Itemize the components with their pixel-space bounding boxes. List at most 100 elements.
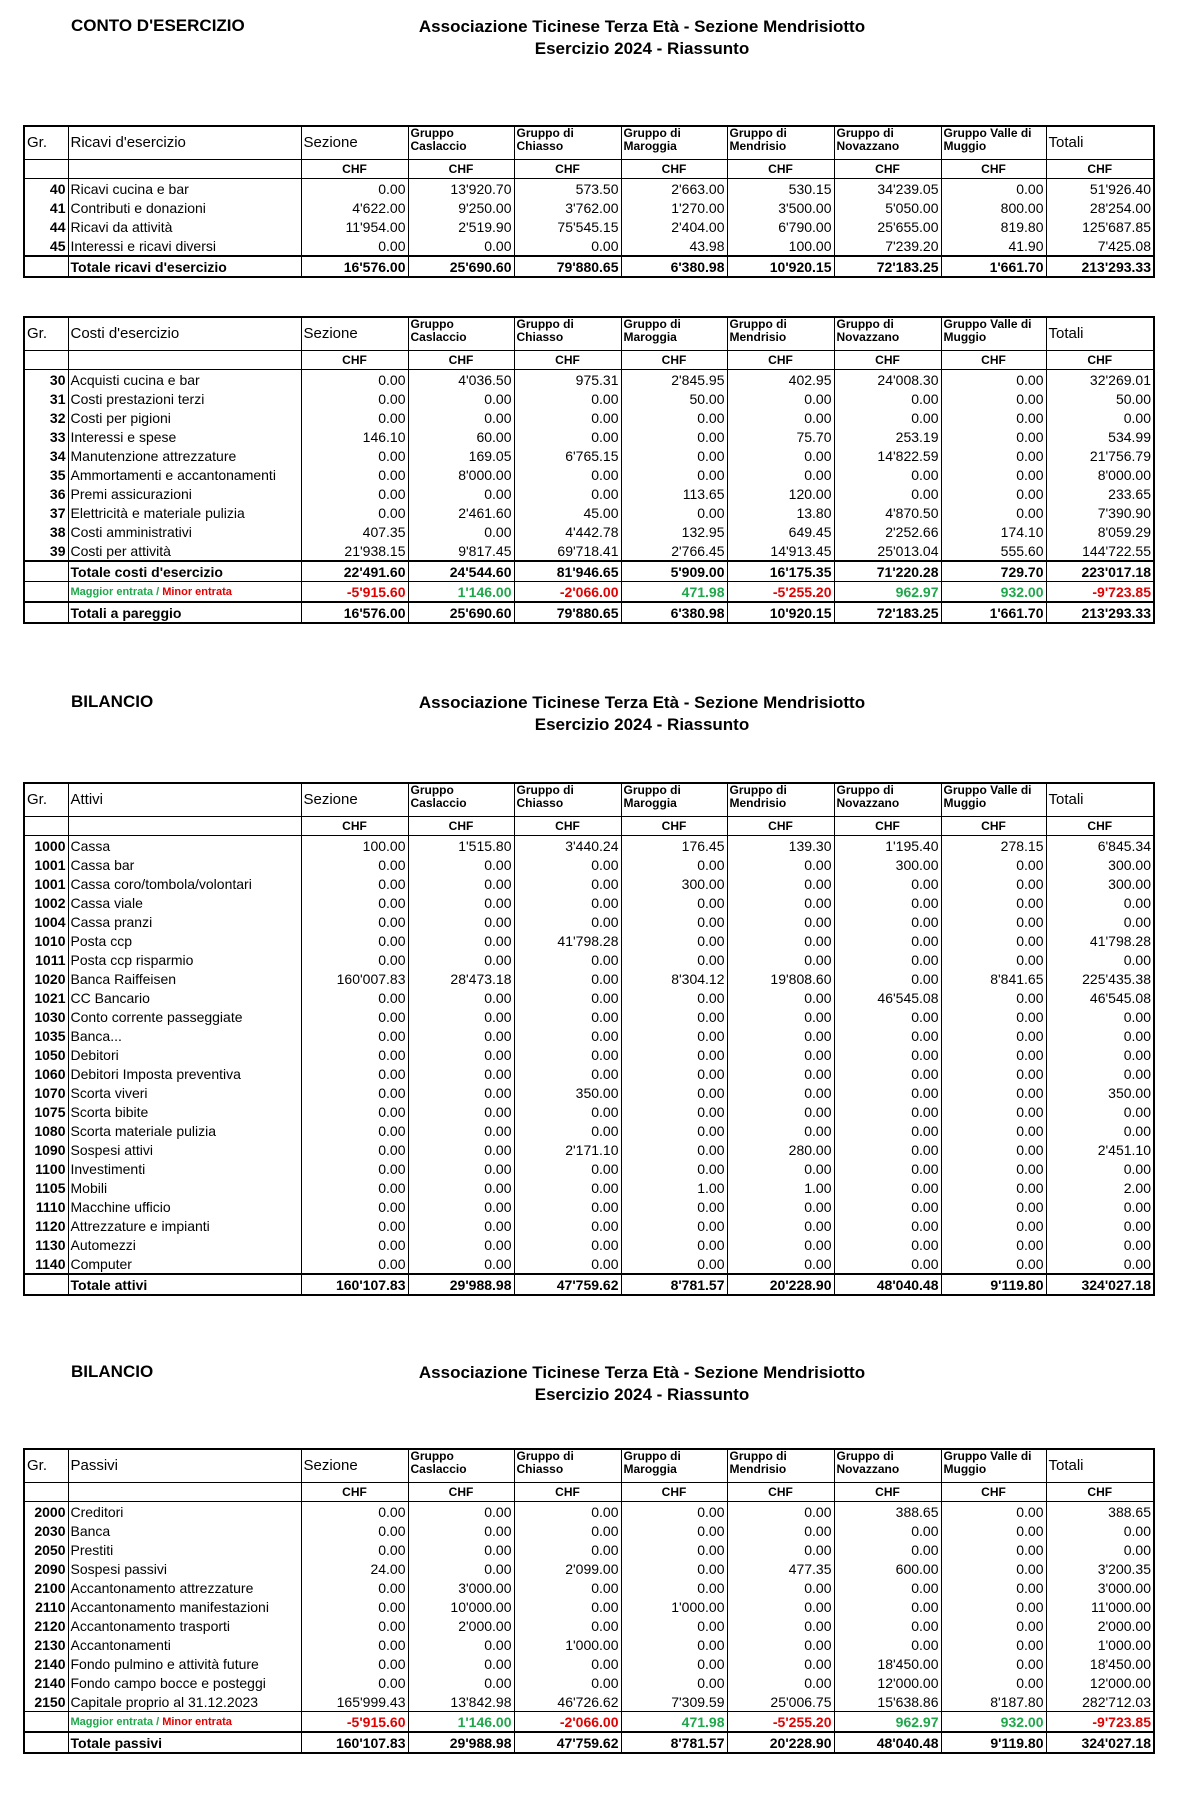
amount: 0.00: [300, 1673, 409, 1692]
amount: 0.00: [940, 1178, 1047, 1197]
amount: 0.00: [407, 484, 515, 503]
account-number: 30: [23, 369, 69, 389]
header-cell: Gr.: [23, 783, 69, 817]
amount: 0.00: [620, 1140, 728, 1159]
amount: 81'946.65: [513, 560, 622, 582]
total-row: Totale costi d'esercizio 22'491.60 24'544.…: [23, 560, 1155, 582]
amount: 0.00: [513, 1254, 622, 1274]
subtitle: Esercizio 2024 - Riassunto: [534, 1385, 750, 1404]
amount: 0.00: [1045, 1121, 1155, 1140]
amount: 146.10: [300, 427, 409, 446]
header-cell: Totali: [1045, 126, 1155, 160]
amount: 534.99: [1045, 427, 1155, 446]
amount: 0.00: [833, 893, 942, 912]
data-row: 1035 Banca... 0.00 0.00 0.00 0.00 0.00 0.00 0.00…: [23, 1026, 1155, 1045]
amount: 79'880.65: [513, 255, 622, 277]
header-cell: Gruppo di Maroggia: [620, 317, 728, 351]
section-title: BILANCIO: [71, 692, 154, 711]
currency-cell: CHF: [940, 159, 1047, 179]
amount: 48'040.48: [833, 1731, 942, 1753]
amount: 0.00: [940, 988, 1047, 1007]
data-row: 1001 Cassa coro/tombola/volontari 0.00 0.00…: [23, 874, 1155, 893]
amount: 0.00: [300, 503, 409, 522]
header-cell: Gruppo di Novazzano: [833, 1449, 942, 1483]
amount: 962.97: [833, 1711, 942, 1732]
row-label: Maggior entrata / Minor entrata: [67, 581, 302, 602]
amount: 0.00: [726, 950, 835, 969]
amount: 932.00: [940, 581, 1047, 602]
row-label: Macchine ufficio: [67, 1197, 302, 1216]
row-label: Investimenti: [67, 1159, 302, 1178]
row-label: Sospesi attivi: [67, 1140, 302, 1159]
account-number: 1000: [23, 835, 69, 855]
account-number: 39: [23, 541, 69, 561]
account-number: 44: [23, 217, 69, 236]
amount: 0.00: [726, 408, 835, 427]
row-label: Costi per pigioni: [67, 408, 302, 427]
header-cell: Gruppo di Chiasso: [513, 1449, 622, 1483]
amount: 0.00: [940, 1083, 1047, 1102]
account-number: 32: [23, 408, 69, 427]
amount: 0.00: [833, 1140, 942, 1159]
empty-cell: [23, 350, 69, 370]
amount: 0.00: [407, 1197, 515, 1216]
header-cell: Totali: [1045, 317, 1155, 351]
data-row: 1021 CC Bancario 0.00 0.00 0.00 0.00 0.00 46'54…: [23, 988, 1155, 1007]
amount: 0.00: [513, 1673, 622, 1692]
header-cell: Gruppo di Maroggia: [620, 783, 728, 817]
row-label: Cassa coro/tombola/volontari: [67, 874, 302, 893]
header-cell: Gruppo Caslaccio: [407, 126, 515, 160]
amount: 0.00: [300, 1102, 409, 1121]
amount: 2'099.00: [513, 1559, 622, 1578]
amount: 1'146.00: [407, 1711, 515, 1732]
amount: 0.00: [300, 1521, 409, 1540]
row-label: Cassa: [67, 835, 302, 855]
amount: 25'006.75: [726, 1692, 835, 1712]
section-header: BILANCIO Associazione Ticinese Terza Età…: [0, 692, 1196, 752]
header-cell: Sezione: [300, 783, 409, 817]
amount: 0.00: [300, 1540, 409, 1559]
amount: 0.00: [300, 874, 409, 893]
row-label: Costi per attività: [67, 541, 302, 561]
amount: 0.00: [726, 1254, 835, 1274]
amount: 7'239.20: [833, 236, 942, 256]
amount: 0.00: [1045, 1254, 1155, 1274]
amount: 29'988.98: [407, 1731, 515, 1753]
account-number: 1130: [23, 1235, 69, 1254]
amount: 477.35: [726, 1559, 835, 1578]
data-row: 2090 Sospesi passivi 24.00 0.00 2'099.00 0.00…: [23, 1559, 1155, 1578]
amount: 0.00: [620, 1026, 728, 1045]
account-number: 1035: [23, 1026, 69, 1045]
amount: 0.00: [940, 408, 1047, 427]
amount: 0.00: [407, 1673, 515, 1692]
amount: 46'726.62: [513, 1692, 622, 1712]
amount: 0.00: [833, 931, 942, 950]
amount: 7'390.90: [1045, 503, 1155, 522]
amount: 24'544.60: [407, 560, 515, 582]
row-label: Computer: [67, 1254, 302, 1274]
amount: 0.00: [513, 1197, 622, 1216]
amount: 29'988.98: [407, 1273, 515, 1295]
empty-cell: [67, 159, 302, 179]
amount: 43.98: [620, 236, 728, 256]
amount: 1'661.70: [940, 255, 1047, 277]
amount: 0.00: [940, 1559, 1047, 1578]
row-label: Elettricità e materiale pulizia: [67, 503, 302, 522]
data-row: 1140 Computer 0.00 0.00 0.00 0.00 0.00 0.00 0.00…: [23, 1254, 1155, 1274]
unit-row: CHF CHF CHF CHF CHF CHF CHF CHF: [23, 159, 1155, 179]
amount: 600.00: [833, 1559, 942, 1578]
amount: 0.00: [940, 1254, 1047, 1274]
amount: 0.00: [1045, 1026, 1155, 1045]
amount: 8'187.80: [940, 1692, 1047, 1712]
amount: 0.00: [407, 1235, 515, 1254]
amount: 16'576.00: [300, 255, 409, 277]
header-cell: Gruppo di Novazzano: [833, 783, 942, 817]
section-header: BILANCIO Associazione Ticinese Terza Età…: [0, 1362, 1196, 1422]
amount: 9'119.80: [940, 1273, 1047, 1295]
amount: 0.00: [407, 1501, 515, 1521]
subtitle: Esercizio 2024 - Riassunto: [534, 39, 750, 58]
amount: -5'915.60: [300, 1711, 409, 1732]
amount: 0.00: [620, 408, 728, 427]
amount: 0.00: [620, 1559, 728, 1578]
data-row: 2110 Accantonamento manifestazioni 0.00 10'…: [23, 1597, 1155, 1616]
